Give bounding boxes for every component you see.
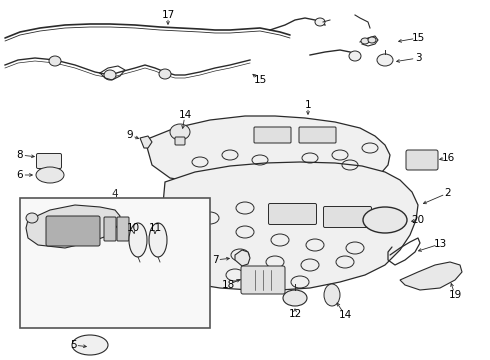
Text: 18: 18 [221,280,235,290]
FancyBboxPatch shape [299,127,336,143]
Text: 15: 15 [253,75,267,85]
FancyBboxPatch shape [269,203,317,225]
Text: 12: 12 [289,309,302,319]
Text: 9: 9 [127,130,133,140]
Ellipse shape [49,56,61,66]
Text: 13: 13 [433,239,446,249]
Polygon shape [145,116,390,184]
Polygon shape [235,250,250,266]
Polygon shape [140,136,152,148]
Text: 20: 20 [412,215,424,225]
Ellipse shape [368,37,376,43]
Text: 3: 3 [415,53,421,63]
Text: 14: 14 [178,110,192,120]
Ellipse shape [283,290,307,306]
Text: 6: 6 [17,170,24,180]
Ellipse shape [159,69,171,79]
Text: 5: 5 [70,340,76,350]
Text: 10: 10 [126,223,140,233]
Text: 1: 1 [305,100,311,110]
FancyBboxPatch shape [323,207,371,228]
Ellipse shape [26,213,38,223]
Text: 2: 2 [445,188,451,198]
Ellipse shape [363,207,407,233]
FancyBboxPatch shape [117,217,129,241]
Text: 17: 17 [161,10,174,20]
FancyBboxPatch shape [36,153,62,168]
Ellipse shape [104,70,116,80]
Ellipse shape [149,223,167,257]
Text: 14: 14 [339,310,352,320]
FancyBboxPatch shape [20,198,210,328]
Ellipse shape [349,51,361,61]
Polygon shape [26,205,120,248]
FancyBboxPatch shape [241,266,285,294]
FancyBboxPatch shape [46,216,100,246]
FancyBboxPatch shape [104,217,116,241]
Polygon shape [400,262,462,290]
Text: 15: 15 [412,33,425,43]
Text: 19: 19 [448,290,462,300]
FancyBboxPatch shape [175,137,185,145]
Text: 7: 7 [212,255,219,265]
Text: 11: 11 [148,223,162,233]
Text: 16: 16 [441,153,455,163]
Ellipse shape [377,54,393,66]
Ellipse shape [170,124,190,140]
Ellipse shape [315,18,325,26]
FancyBboxPatch shape [254,127,291,143]
Ellipse shape [324,284,340,306]
Text: 8: 8 [17,150,24,160]
Ellipse shape [72,335,108,355]
FancyBboxPatch shape [406,150,438,170]
Polygon shape [160,162,418,290]
Ellipse shape [129,223,147,257]
Ellipse shape [361,38,369,44]
Ellipse shape [36,167,64,183]
Text: 4: 4 [112,189,118,199]
